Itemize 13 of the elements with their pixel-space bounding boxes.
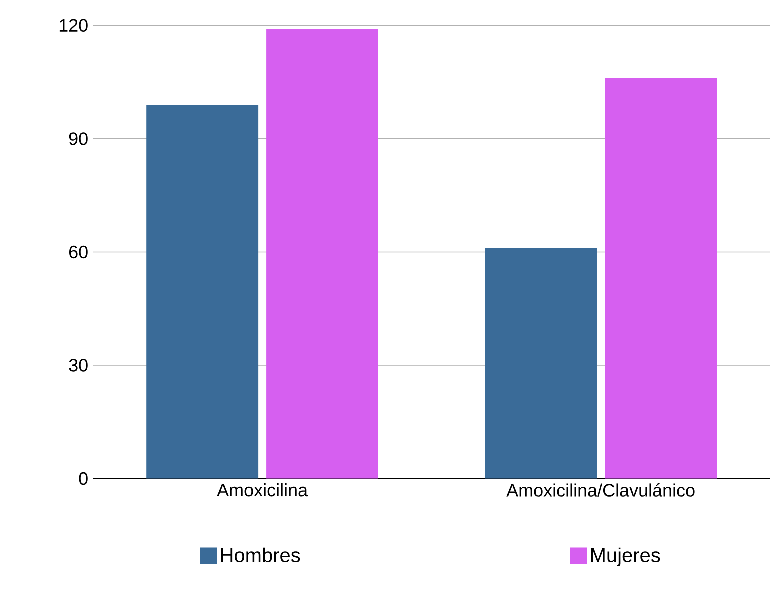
legend-label: Mujeres [591, 548, 660, 567]
y-tick-label: 60 [69, 246, 88, 259]
x-tick-label: Amoxicilina/Clavulánico [506, 484, 695, 498]
y-tick-label: 90 [69, 132, 88, 146]
y-tick-label: 0 [79, 472, 88, 486]
bar [146, 105, 259, 479]
bar [266, 30, 379, 479]
x-tick-label: Amoxicilina [217, 484, 308, 497]
bar [605, 78, 718, 479]
y-tick-label: 30 [69, 359, 88, 372]
legend-label: Hombres [221, 548, 300, 563]
bar [485, 248, 598, 479]
y-tick-label: 120 [60, 19, 88, 32]
